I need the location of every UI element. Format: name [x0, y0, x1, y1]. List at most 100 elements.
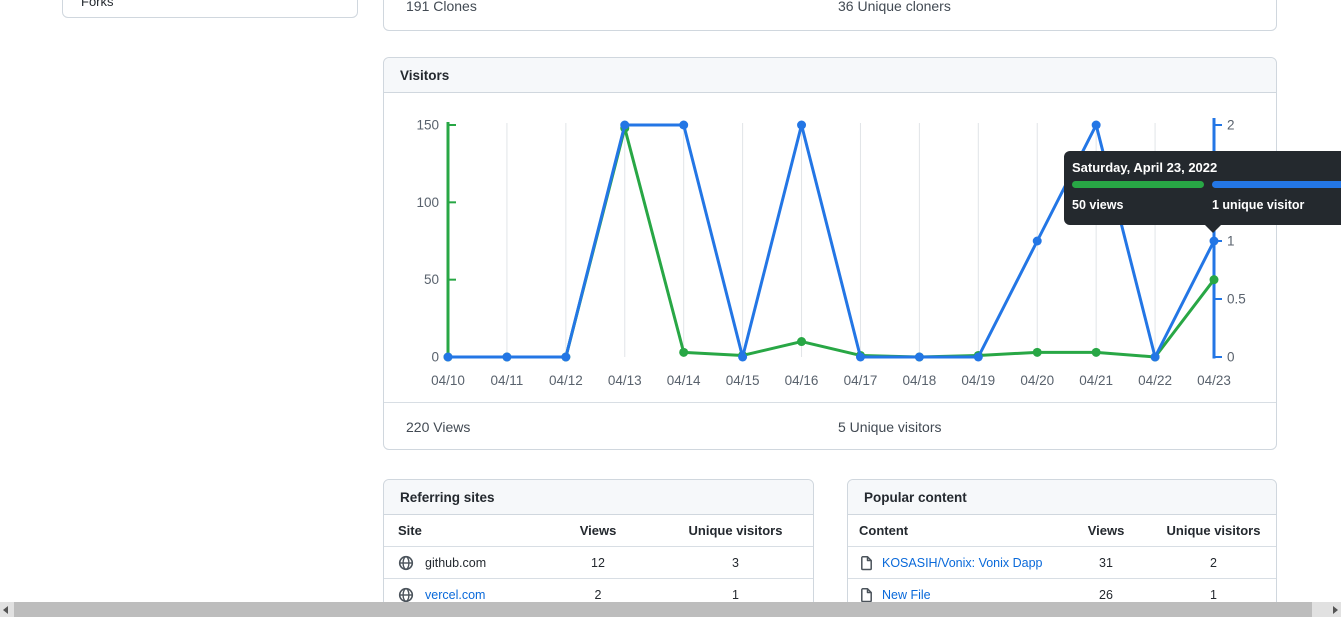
table-row: vercel.com 2 1: [384, 579, 813, 611]
views-total: 220 Views: [406, 419, 471, 435]
x-axis-label: 04/22: [1138, 373, 1172, 388]
popular-content-title: Popular content: [864, 489, 967, 505]
tooltip-views: 50 views: [1072, 198, 1124, 212]
col-views: Views: [1087, 523, 1125, 538]
chart-point[interactable]: [855, 352, 865, 362]
referrer-views: 12: [591, 555, 605, 570]
referrer-name: github.com: [425, 555, 487, 570]
scroll-left-arrow-icon[interactable]: [3, 605, 8, 614]
chart-point[interactable]: [973, 352, 983, 362]
referrer-unique: 3: [732, 555, 739, 570]
col-content: Content: [859, 523, 909, 538]
clones-total: 191 Clones: [406, 0, 477, 14]
chart-point[interactable]: [1209, 236, 1219, 246]
referring-sites-card: Referring sites Site Views Unique visito…: [383, 479, 814, 610]
globe-icon: [398, 587, 414, 603]
visitors-chart-svg: 0 50 100 150 0 0.5 1 2 04/10 04/11 04/12 04/13 04/14…: [416, 118, 1246, 389]
x-axis-label: 04/13: [608, 373, 642, 388]
col-site: Site: [398, 523, 422, 538]
x-axis-label: 04/21: [1079, 373, 1113, 388]
tick-label: 0: [1227, 350, 1235, 365]
referrer-views: 2: [594, 588, 602, 602]
content-views: 31: [1099, 555, 1113, 570]
content-unique: 2: [1210, 555, 1217, 570]
col-views: Views: [579, 523, 617, 538]
popular-table-header: Content Views Unique visitors: [848, 515, 1276, 547]
sidebar-nav-box: Forks: [62, 0, 358, 18]
chart-point[interactable]: [679, 347, 689, 357]
table-row: KOSASIH/Vonix: Vonix Dapp 31 2: [848, 547, 1276, 579]
content-link[interactable]: New File: [882, 588, 931, 602]
unique-visitors-total: 5 Unique visitors: [838, 419, 942, 435]
referring-table-header: Site Views Unique visitors: [384, 515, 813, 547]
x-axis-label: 04/11: [491, 373, 524, 388]
series-line: [446, 123, 1216, 359]
popular-content-header: Popular content: [848, 480, 1276, 515]
sidebar-item-forks[interactable]: Forks: [81, 0, 114, 9]
referring-sites-title: Referring sites: [400, 489, 495, 505]
table-row: github.com 12 3: [384, 547, 813, 579]
scrollbar-thumb[interactable]: [14, 602, 1312, 617]
x-axis-label: 04/20: [1020, 373, 1054, 388]
visitors-chart[interactable]: 0 50 100 150 0 0.5 1 2 04/10 04/11 04/12 04/13 04/14…: [384, 93, 1276, 402]
col-unique-visitors: Unique visitors: [688, 523, 783, 538]
chart-tooltip: Saturday, April 23, 2022 50 views 1 uniq…: [1064, 151, 1341, 233]
x-axis-label: 04/15: [726, 373, 760, 388]
content-link[interactable]: KOSASIH/Vonix: Vonix Dapp: [882, 555, 1043, 570]
unique-color-pill: [1212, 181, 1341, 188]
x-axis-label: 04/12: [549, 373, 583, 388]
file-icon: [861, 588, 872, 603]
chart-point[interactable]: [1209, 275, 1219, 285]
referrer-link[interactable]: vercel.com: [425, 588, 486, 602]
tooltip-date: Saturday, April 23, 2022: [1072, 160, 1218, 175]
tick-label: 1: [1227, 234, 1235, 249]
globe-icon: [398, 555, 414, 570]
tick-label: 0: [431, 350, 439, 365]
content-views: 26: [1099, 588, 1113, 602]
visitors-card: Visitors 0 50 100 150 0 0.5 1 2 04/10 04/11 04/12 0…: [383, 57, 1277, 450]
chart-point[interactable]: [502, 352, 512, 362]
horizontal-scrollbar[interactable]: [0, 602, 1341, 617]
tick-label: 100: [416, 195, 439, 210]
table-row: New File 26 1: [848, 579, 1276, 611]
chart-point[interactable]: [1091, 120, 1101, 130]
x-axis-label: 04/19: [961, 373, 995, 388]
visitors-card-header: Visitors: [384, 58, 1276, 93]
chart-point[interactable]: [561, 352, 571, 362]
file-icon: [861, 555, 872, 570]
chart-point[interactable]: [679, 120, 689, 130]
chart-point[interactable]: [1032, 347, 1042, 357]
chart-point[interactable]: [620, 120, 630, 130]
referring-sites-header: Referring sites: [384, 480, 813, 515]
x-axis-label: 04/18: [902, 373, 936, 388]
referrer-unique: 1: [732, 588, 739, 602]
x-axis-label: 04/17: [844, 373, 878, 388]
visitors-title: Visitors: [400, 67, 450, 83]
x-axis-label: 04/16: [785, 373, 819, 388]
col-unique-visitors: Unique visitors: [1166, 523, 1261, 538]
chart-point[interactable]: [797, 120, 807, 130]
x-axis-label: 04/10: [431, 373, 465, 388]
tooltip-unique: 1 unique visitor: [1212, 198, 1305, 212]
chart-point[interactable]: [443, 352, 453, 362]
tick-label: 2: [1227, 118, 1235, 133]
chart-point[interactable]: [1091, 347, 1101, 357]
views-color-pill: [1072, 181, 1204, 188]
visitors-summary: 220 Views 5 Unique visitors: [384, 402, 1276, 451]
chart-point[interactable]: [797, 337, 807, 347]
x-axis-label: 04/23: [1197, 373, 1231, 388]
unique-cloners-total: 36 Unique cloners: [838, 0, 951, 14]
popular-content-card: Popular content Content Views Unique vis…: [847, 479, 1277, 610]
clones-card: 191 Clones 36 Unique cloners: [383, 0, 1277, 31]
tick-label: 0.5: [1227, 292, 1246, 307]
tooltip-caret: [1205, 225, 1221, 233]
chart-point[interactable]: [914, 352, 924, 362]
x-axis-label: 04/14: [667, 373, 701, 388]
chart-point[interactable]: [1032, 236, 1042, 246]
chart-point[interactable]: [738, 352, 748, 362]
content-unique: 1: [1210, 588, 1217, 602]
tick-label: 50: [424, 272, 439, 287]
tick-label: 150: [416, 118, 439, 133]
scroll-right-arrow-icon[interactable]: [1333, 605, 1338, 614]
chart-point[interactable]: [1150, 352, 1160, 362]
